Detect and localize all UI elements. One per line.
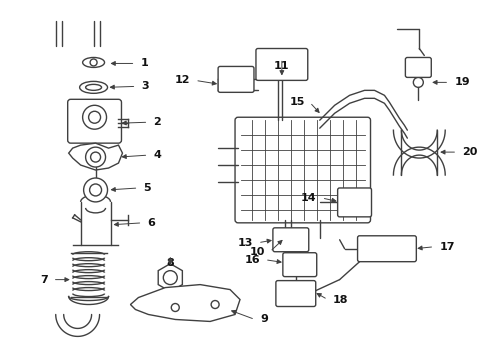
FancyBboxPatch shape bbox=[218, 67, 254, 92]
Circle shape bbox=[211, 301, 219, 309]
FancyBboxPatch shape bbox=[68, 99, 122, 143]
FancyBboxPatch shape bbox=[276, 280, 316, 306]
Text: 4: 4 bbox=[153, 150, 161, 160]
Circle shape bbox=[289, 285, 303, 298]
Text: 15: 15 bbox=[290, 97, 305, 107]
Text: 9: 9 bbox=[260, 314, 268, 324]
Text: 19: 19 bbox=[454, 77, 470, 87]
Text: 6: 6 bbox=[147, 218, 155, 228]
FancyBboxPatch shape bbox=[283, 253, 317, 276]
Text: 8: 8 bbox=[167, 258, 174, 268]
Text: 11: 11 bbox=[274, 62, 290, 71]
Polygon shape bbox=[130, 285, 240, 321]
Text: 16: 16 bbox=[245, 255, 260, 265]
Text: 5: 5 bbox=[144, 183, 151, 193]
Text: 10: 10 bbox=[249, 247, 265, 257]
Text: 14: 14 bbox=[301, 193, 317, 203]
Text: 7: 7 bbox=[40, 275, 48, 285]
FancyBboxPatch shape bbox=[405, 58, 431, 77]
Polygon shape bbox=[69, 143, 122, 170]
Text: 20: 20 bbox=[462, 147, 478, 157]
Circle shape bbox=[377, 240, 395, 258]
Circle shape bbox=[163, 271, 177, 285]
Text: 13: 13 bbox=[238, 238, 253, 248]
Circle shape bbox=[89, 111, 100, 123]
FancyBboxPatch shape bbox=[235, 117, 370, 223]
Text: 2: 2 bbox=[153, 117, 161, 127]
Circle shape bbox=[293, 256, 307, 270]
Circle shape bbox=[90, 184, 101, 196]
Circle shape bbox=[346, 194, 363, 210]
Text: 12: 12 bbox=[175, 75, 190, 85]
Text: 18: 18 bbox=[333, 294, 348, 305]
FancyBboxPatch shape bbox=[256, 49, 308, 80]
Ellipse shape bbox=[86, 84, 101, 90]
Circle shape bbox=[84, 178, 107, 202]
FancyBboxPatch shape bbox=[338, 188, 371, 217]
Circle shape bbox=[91, 152, 100, 162]
Text: 3: 3 bbox=[142, 81, 149, 91]
Circle shape bbox=[83, 105, 106, 129]
Circle shape bbox=[90, 59, 97, 66]
Text: 1: 1 bbox=[141, 58, 148, 68]
Circle shape bbox=[86, 147, 105, 167]
Circle shape bbox=[414, 77, 423, 87]
Ellipse shape bbox=[83, 58, 104, 67]
Circle shape bbox=[172, 303, 179, 311]
FancyBboxPatch shape bbox=[273, 228, 309, 252]
FancyBboxPatch shape bbox=[358, 236, 416, 262]
Polygon shape bbox=[158, 264, 182, 292]
Text: 17: 17 bbox=[439, 242, 455, 252]
Ellipse shape bbox=[80, 81, 107, 93]
